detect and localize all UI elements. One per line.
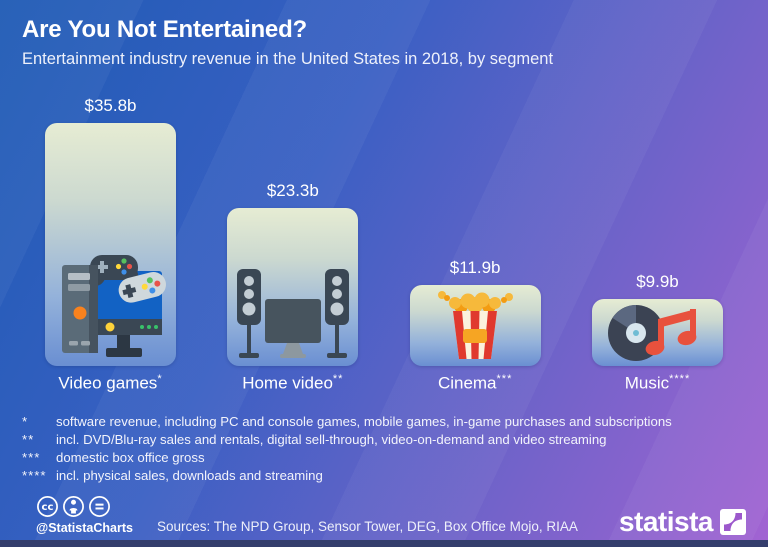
- bar-value-label: $35.8b: [84, 96, 137, 115]
- music-icon: [608, 305, 697, 361]
- footnote-line: ** incl. DVD/Blu-ray sales and rentals, …: [22, 431, 672, 449]
- sources-text: Sources: The NPD Group, Sensor Tower, DE…: [156, 519, 578, 534]
- cinema-icon: [438, 291, 514, 359]
- tv-icon: [264, 299, 321, 358]
- statista-mark-icon: [720, 509, 746, 535]
- bar-category-label: Video games*: [58, 373, 163, 393]
- statista-charts-handle[interactable]: @StatistaCharts: [36, 521, 133, 535]
- bar-column-home-video: $23.3b: [227, 88, 359, 393]
- videogames-icon: [62, 255, 166, 357]
- footnote-line: * software revenue, including PC and con…: [22, 413, 672, 431]
- bar-category-label: Home video**: [242, 373, 344, 393]
- footnote-marker: ****: [22, 468, 47, 483]
- bottom-accent-strip: [0, 540, 768, 547]
- footnote-text: software revenue, including PC and conso…: [56, 414, 672, 429]
- no-derivatives-icon: [89, 496, 110, 517]
- music-note-icon: [646, 309, 697, 356]
- footnote-marker: ***: [496, 373, 513, 385]
- svg-text:cc: cc: [42, 502, 54, 513]
- bar-video-games: [45, 123, 176, 366]
- bar-column-video-games: $35.8b: [45, 88, 176, 393]
- page-subtitle: Entertainment industry revenue in the Un…: [22, 50, 554, 68]
- footnote-marker: ****: [669, 373, 691, 385]
- footnote-marker: *: [157, 373, 163, 385]
- popcorn-kernel: [438, 291, 451, 301]
- page-title: Are You Not Entertained?: [22, 16, 308, 43]
- retro-gamepad-icon: [118, 272, 166, 303]
- footer: cc @StatistaCharts Sources: The NPD Grou…: [36, 495, 746, 537]
- speaker-icon: [236, 269, 261, 358]
- footnote-marker: ***: [22, 450, 41, 465]
- footnote-line: *** domestic box office gross: [22, 449, 672, 467]
- footnotes: * software revenue, including PC and con…: [22, 413, 672, 485]
- bar-column-cinema: $11.9b: [409, 88, 541, 393]
- bar-value-label: $9.9b: [636, 272, 679, 291]
- attribution-icon: [63, 496, 84, 517]
- bar-chart: $35.8b: [45, 88, 723, 393]
- statista-logo[interactable]: statista: [618, 506, 746, 537]
- bar-category-label: Cinema***: [437, 373, 513, 393]
- speaker-icon: [324, 269, 349, 358]
- footnote-text: incl. physical sales, downloads and stre…: [56, 468, 323, 483]
- footnote-marker: **: [22, 432, 35, 447]
- bar-value-label: $23.3b: [266, 181, 319, 200]
- footnote-line: **** incl. physical sales, downloads and…: [22, 467, 672, 485]
- footnote-text: incl. DVD/Blu-ray sales and rentals, dig…: [56, 432, 607, 447]
- cc-icon: cc: [37, 496, 58, 517]
- bar-category-label: Music****: [624, 373, 691, 393]
- license-block[interactable]: cc @StatistaCharts: [36, 495, 133, 535]
- footnote-marker: **: [332, 373, 344, 385]
- home-video-icon: [236, 269, 349, 358]
- bar-cinema: [409, 285, 541, 366]
- bar-column-music: $9.9b: [591, 88, 723, 393]
- statista-wordmark: statista: [618, 506, 714, 537]
- popcorn-kernel: [501, 293, 514, 303]
- footnote-text: domestic box office gross: [56, 450, 205, 465]
- bar-value-label: $11.9b: [449, 258, 501, 277]
- footnote-marker: *: [22, 414, 29, 429]
- bar-music: [591, 299, 723, 366]
- bar-home-video: [227, 208, 359, 366]
